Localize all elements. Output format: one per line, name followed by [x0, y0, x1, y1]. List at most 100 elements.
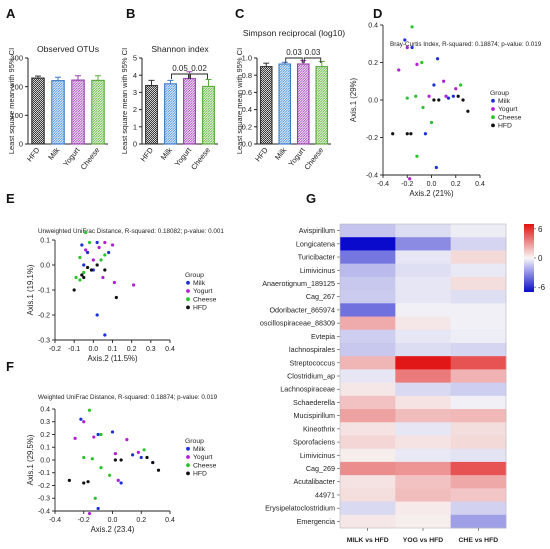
- y-tick-label: 0.1: [40, 445, 50, 452]
- y-tick-label: -0.1: [38, 470, 50, 477]
- row-label: Erysipelatoclostridium: [265, 504, 335, 513]
- point-hfd: [432, 98, 436, 102]
- legend-marker-yogurt: [186, 455, 190, 459]
- heatmap-cell: [340, 461, 396, 476]
- point-hfd: [466, 109, 470, 113]
- panel-d: Bray-Curtis Index, R-squared: 0.18874; p…: [349, 22, 542, 198]
- point-hfd: [82, 481, 86, 485]
- x-tick-label: 0.4: [475, 181, 485, 188]
- y-tick-label: -0.3: [38, 337, 50, 344]
- x-tick-label: 0.4: [165, 346, 175, 353]
- panel-label-g: G: [306, 191, 316, 206]
- x-tick-label: HFD: [138, 145, 155, 163]
- row-label: lachnospirales: [289, 345, 335, 354]
- point-cheese: [420, 60, 424, 65]
- heatmap-cell: [450, 422, 507, 436]
- heatmap-cell: [340, 409, 396, 423]
- point-yogurt: [82, 420, 86, 424]
- y-tick-label: 0.0: [368, 97, 378, 104]
- heatmap-cell: [450, 369, 507, 384]
- legend-label-hfd: HFD: [498, 123, 512, 130]
- heatmap-cell: [395, 395, 452, 410]
- y-tick-label: 0.0: [242, 140, 252, 149]
- heatmap-cell: [395, 263, 452, 278]
- heatmap-cell: [340, 422, 396, 436]
- legend-label-yogurt: Yogurt: [498, 106, 518, 113]
- point-yogurt: [97, 245, 101, 250]
- row-label: Emergencia: [297, 517, 335, 526]
- point-cheese: [99, 466, 103, 470]
- y-tick-label: 200: [10, 82, 23, 91]
- y-tick-label: 100: [10, 111, 23, 120]
- y-tick-label: 0.0: [40, 262, 50, 269]
- legend-label-cheese: Cheese: [193, 296, 217, 303]
- bar-cheese: [91, 79, 105, 145]
- bar-hfd: [259, 66, 273, 145]
- panel-g: Avispirillum Longicatena Turicibacter Limiv…: [260, 223, 546, 544]
- row-label: Streptococcus: [289, 358, 335, 367]
- bar-milk: [278, 63, 292, 145]
- heatmap-cell: [340, 448, 396, 463]
- point-yogurt: [101, 275, 105, 280]
- panel-label-e: E: [6, 191, 15, 206]
- point-yogurt: [415, 62, 419, 66]
- heatmap-cell: [450, 356, 507, 370]
- point-cheese: [415, 154, 419, 158]
- panel-f: Weighted UniFrac Distance, R-squared: 0.…: [26, 394, 218, 534]
- y-tick-label: 0.4: [368, 22, 378, 29]
- point-hfd: [156, 468, 161, 472]
- point-milk: [103, 333, 107, 337]
- panel-c: Simpson reciprocal (log10) 0.0 0.2 0.4 0.6 0.…: [235, 28, 345, 172]
- p-value-label: 0.05: [172, 64, 188, 73]
- column-label: YOG vs HFD: [403, 537, 444, 544]
- y-tick-label: 2: [133, 105, 137, 114]
- chart-title: Shannon index: [151, 44, 209, 54]
- point-cheese: [429, 120, 434, 125]
- colorbar-tick-label: 0: [538, 254, 543, 263]
- point-yogurt: [408, 177, 412, 181]
- heatmap-cell: [340, 303, 396, 317]
- heatmap-cell: [340, 356, 396, 370]
- heatmap-cell: [395, 514, 452, 529]
- heatmap-cell: [340, 514, 396, 529]
- heatmap-cell: [340, 488, 396, 502]
- heatmap-cell: [395, 435, 452, 450]
- y-tick-label: 0.2: [368, 60, 378, 67]
- point-hfd: [151, 460, 155, 465]
- y-axis-label: Least square mean with 95% CI: [120, 48, 129, 154]
- chart-title: Weighted UniFrac Distance, R-squared: 0.…: [38, 394, 218, 401]
- y-tick-label: 3: [133, 88, 137, 97]
- row-label: Mucispirillum: [293, 411, 335, 420]
- row-label: Kineothrix: [303, 424, 335, 433]
- y-tick-label: -0.3: [38, 496, 50, 503]
- point-cheese: [93, 496, 97, 500]
- point-milk: [432, 83, 436, 87]
- point-yogurt: [103, 240, 107, 245]
- heatmap-cell: [340, 382, 396, 397]
- x-tick-label: 0.0: [88, 346, 98, 353]
- legend-title: Group: [185, 272, 204, 279]
- bar-milk: [164, 83, 177, 145]
- point-hfd: [145, 455, 149, 460]
- heatmap-cell: [450, 488, 507, 502]
- panel-e: Unweighted UniFrac Distance, R-squared: …: [26, 228, 224, 363]
- column-label: CHE vs HFD: [459, 537, 499, 544]
- x-tick-label: 0.2: [127, 346, 137, 353]
- y-tick-label: 0.8: [242, 71, 252, 80]
- heatmap-cell: [450, 448, 507, 463]
- x-tick-label: 0.3: [146, 346, 156, 353]
- x-tick-label: -0.4: [49, 517, 61, 524]
- point-yogurt: [131, 283, 136, 287]
- point-cheese: [78, 278, 82, 282]
- point-cheese: [410, 25, 414, 29]
- point-cheese: [414, 94, 418, 98]
- x-tick-label: Cheese: [79, 146, 102, 172]
- column-label: MILK vs HFD: [347, 537, 389, 544]
- heatmap-cell: [395, 342, 452, 357]
- point-yogurt: [112, 280, 117, 285]
- point-yogurt: [92, 435, 96, 439]
- x-tick-label: HFD: [25, 145, 42, 163]
- heatmap-cell: [450, 276, 507, 291]
- point-cheese: [87, 240, 92, 245]
